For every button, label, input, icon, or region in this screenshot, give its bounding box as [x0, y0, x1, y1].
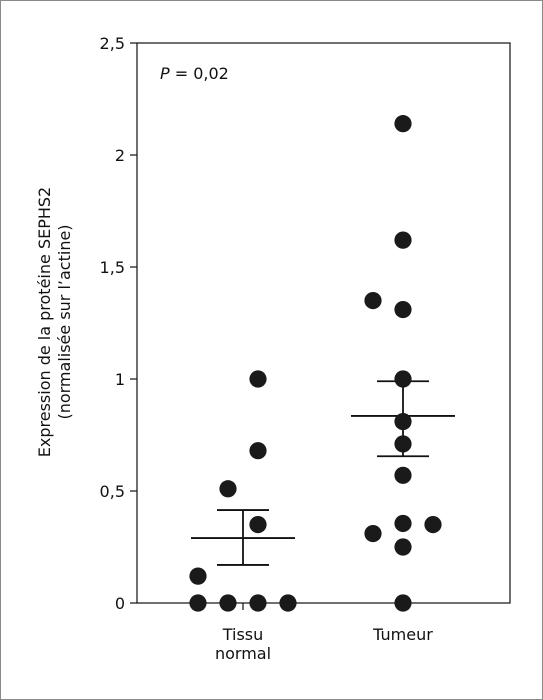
- data-point-1-12: [394, 115, 412, 133]
- y-axis-title-line-1: Expression de la protéine SEPHS2: [35, 187, 54, 457]
- data-point-1-7: [394, 412, 412, 431]
- x-category-label-0-line-0: Tissu: [222, 625, 264, 644]
- y-tick-label-2: 1: [115, 370, 125, 389]
- p-value-symbol: P: [160, 64, 170, 83]
- data-point-0-3: [279, 594, 297, 612]
- x-category-label-1-line-0: Tumeur: [372, 625, 433, 644]
- data-point-1-11: [394, 231, 412, 249]
- y-tick-label-0: 0: [115, 594, 125, 613]
- data-point-0-7: [249, 442, 267, 460]
- data-point-0-4: [189, 567, 207, 585]
- y-tick-label-1: 0,5: [100, 482, 125, 501]
- data-point-1-9: [394, 300, 412, 319]
- data-point-1-10: [364, 292, 382, 310]
- data-point-1-6: [394, 435, 412, 453]
- data-point-1-3: [394, 514, 412, 533]
- y-tick-label-5: 2,5: [100, 34, 125, 53]
- data-point-0-6: [219, 480, 237, 498]
- data-point-0-5: [249, 516, 267, 534]
- y-axis-title: Expression de la protéine SEPHS2 (normal…: [35, 187, 74, 457]
- data-point-0-0: [189, 594, 207, 612]
- p-value-annotation: P = 0,02: [160, 64, 229, 83]
- data-point-0-8: [249, 370, 267, 388]
- data-point-1-4: [424, 516, 442, 534]
- data-point-1-0: [394, 594, 412, 612]
- data-point-1-8: [394, 370, 412, 388]
- y-axis-title-line-2: (normalisée sur l’actine): [55, 224, 74, 419]
- p-value-text: = 0,02: [170, 64, 229, 83]
- data-point-0-1: [219, 594, 237, 612]
- y-tick-label-4: 2: [115, 146, 125, 165]
- data-point-1-5: [394, 466, 412, 484]
- data-point-0-2: [249, 594, 267, 612]
- x-category-label-0-line-1: normal: [215, 644, 271, 663]
- plot-frame: [136, 42, 511, 604]
- data-point-1-2: [364, 524, 382, 543]
- data-point-1-1: [394, 538, 412, 556]
- y-tick-label-3: 1,5: [100, 258, 125, 277]
